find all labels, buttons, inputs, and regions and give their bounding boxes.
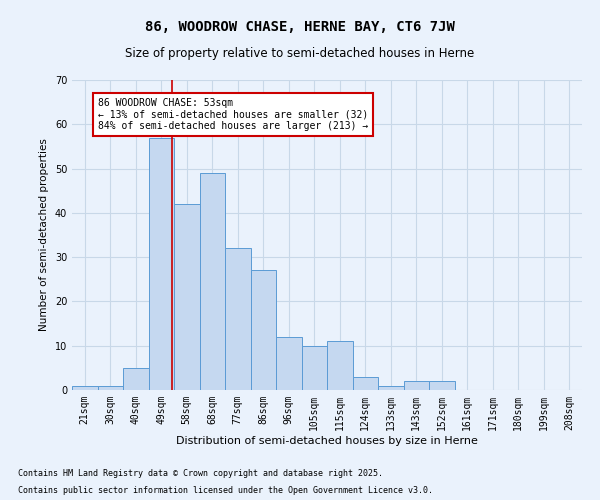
Y-axis label: Number of semi-detached properties: Number of semi-detached properties — [39, 138, 49, 332]
Bar — [199, 173, 225, 390]
Text: 86 WOODROW CHASE: 53sqm
← 13% of semi-detached houses are smaller (32)
84% of se: 86 WOODROW CHASE: 53sqm ← 13% of semi-de… — [97, 98, 368, 131]
Bar — [327, 342, 353, 390]
Bar — [174, 204, 199, 390]
Bar — [404, 381, 429, 390]
Bar — [72, 386, 97, 390]
Bar — [225, 248, 251, 390]
Bar — [123, 368, 149, 390]
Bar — [251, 270, 276, 390]
Bar — [149, 138, 174, 390]
Text: Contains HM Land Registry data © Crown copyright and database right 2025.: Contains HM Land Registry data © Crown c… — [18, 468, 383, 477]
Bar — [276, 337, 302, 390]
Bar — [429, 381, 455, 390]
Bar — [97, 386, 123, 390]
X-axis label: Distribution of semi-detached houses by size in Herne: Distribution of semi-detached houses by … — [176, 436, 478, 446]
Text: Contains public sector information licensed under the Open Government Licence v3: Contains public sector information licen… — [18, 486, 433, 495]
Text: Size of property relative to semi-detached houses in Herne: Size of property relative to semi-detach… — [125, 48, 475, 60]
Text: 86, WOODROW CHASE, HERNE BAY, CT6 7JW: 86, WOODROW CHASE, HERNE BAY, CT6 7JW — [145, 20, 455, 34]
Bar — [353, 376, 378, 390]
Bar — [302, 346, 327, 390]
Bar — [378, 386, 404, 390]
